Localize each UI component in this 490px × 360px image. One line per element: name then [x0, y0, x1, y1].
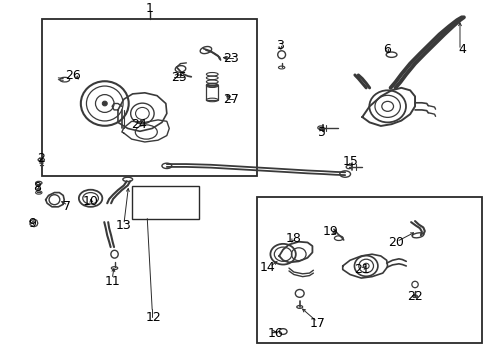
Text: 6: 6 — [383, 43, 391, 56]
Text: 1: 1 — [146, 2, 154, 15]
Text: 9: 9 — [28, 217, 36, 230]
Text: 7: 7 — [63, 199, 71, 213]
Text: 11: 11 — [104, 275, 120, 288]
Text: 3: 3 — [276, 39, 284, 52]
Text: 4: 4 — [458, 43, 466, 56]
Text: 18: 18 — [286, 233, 302, 246]
Text: 12: 12 — [145, 311, 161, 324]
Bar — [132, 186, 199, 219]
Text: 23: 23 — [223, 52, 239, 65]
Text: 25: 25 — [171, 71, 187, 84]
Text: 16: 16 — [268, 327, 284, 340]
Text: 19: 19 — [322, 225, 339, 238]
Text: 15: 15 — [343, 156, 359, 168]
Bar — [206, 85, 218, 100]
Text: 10: 10 — [83, 195, 99, 208]
Bar — [42, 19, 257, 176]
Text: 14: 14 — [260, 261, 276, 274]
Text: 24: 24 — [131, 118, 147, 131]
Ellipse shape — [102, 101, 107, 106]
Text: 17: 17 — [309, 317, 325, 330]
Text: 22: 22 — [407, 291, 423, 303]
Bar — [257, 197, 482, 343]
Text: 21: 21 — [354, 263, 370, 276]
Text: 2: 2 — [37, 152, 45, 165]
Text: 27: 27 — [223, 93, 239, 106]
Text: 26: 26 — [65, 68, 81, 81]
Text: 8: 8 — [33, 181, 41, 194]
Text: 20: 20 — [389, 236, 404, 249]
Text: 13: 13 — [116, 219, 132, 232]
Text: 5: 5 — [318, 126, 326, 139]
